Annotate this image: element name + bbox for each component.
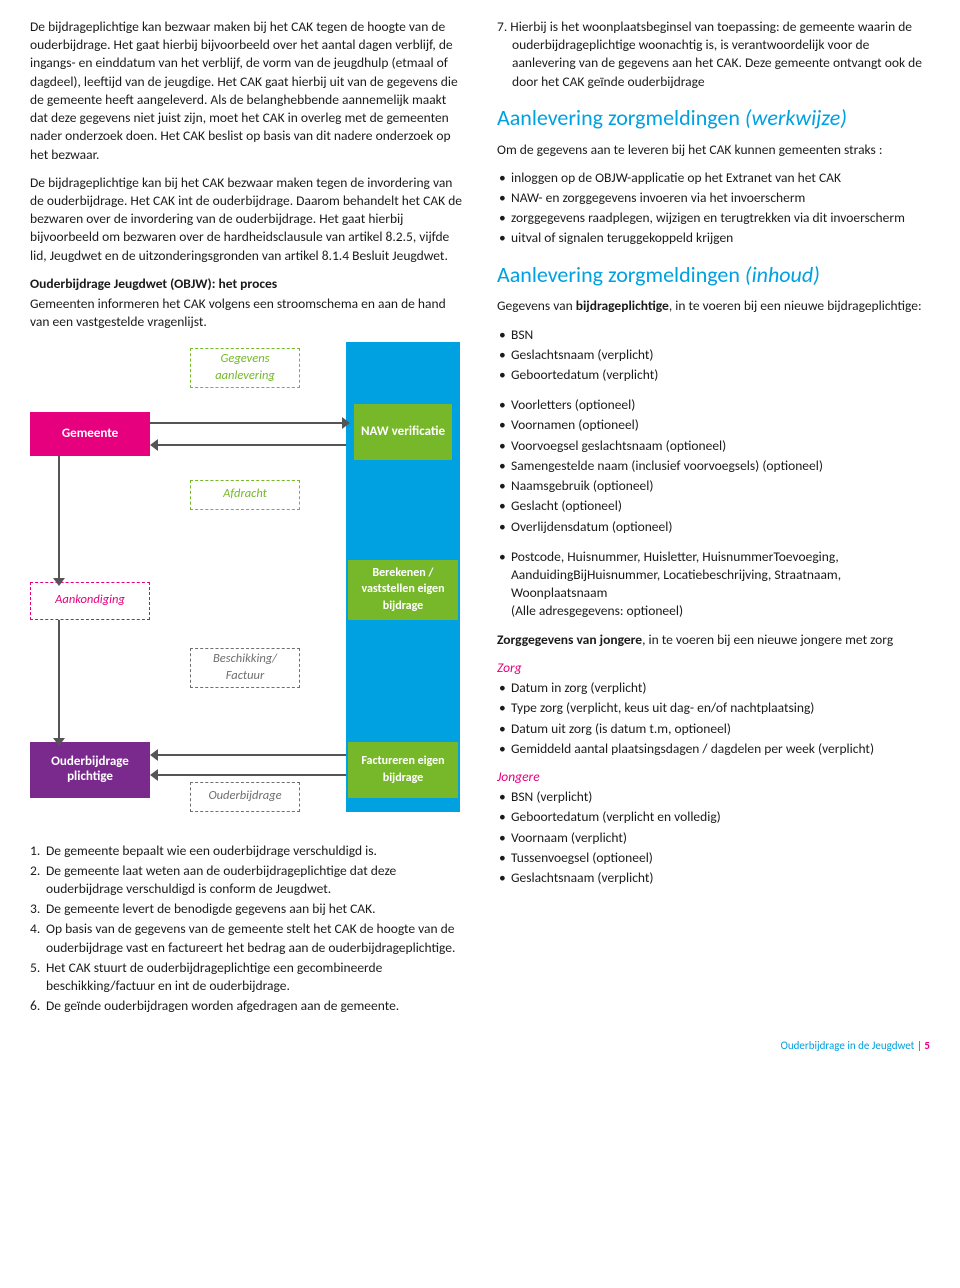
werk-4: uitval of signalen teruggekoppeld krijge… (497, 229, 930, 247)
step-6: De geïnde ouderbijdragen worden afgedrag… (30, 997, 463, 1015)
process-steps: De gemeente bepaalt wie een ouderbijdrag… (30, 842, 463, 1016)
flow-beschikking-factuur: Beschikking/ Factuur (190, 648, 300, 688)
flow-gemeente: Gemeente (30, 412, 150, 456)
para-bijdrageplichtige-intro: Gegevens van bijdrageplichtige, in te vo… (497, 297, 930, 315)
flow-ouderbijdrage: Ouderbijdrage (190, 782, 300, 812)
step-7: 7. Hierbij is het woonplaatsbeginsel van… (497, 18, 930, 91)
step-3: De gemeente levert de benodigde gegevens… (30, 900, 463, 918)
list-bijdrageplichtige-3: Postcode, Huisnummer, Huisletter, Huisnu… (497, 548, 930, 621)
heading-proces: Ouderbijdrage Jeugdwet (OBJW): het proce… (30, 275, 463, 293)
right-column: 7. Hierbij is het woonplaatsbeginsel van… (497, 18, 930, 1017)
bp2-6: Geslacht (optioneel) (497, 497, 930, 515)
zorg-4: Gemiddeld aantal plaatsingsdagen / dagde… (497, 740, 930, 758)
list-jongere: BSN (verplicht) Geboortedatum (verplicht… (497, 788, 930, 887)
flow-afdracht: Afdracht (190, 480, 300, 510)
jong-3: Voornaam (verplicht) (497, 829, 930, 847)
bp2-7: Overlijdensdatum (optioneel) (497, 518, 930, 536)
jong-4: Tussenvoegsel (optioneel) (497, 849, 930, 867)
list-bijdrageplichtige-1: BSN Geslachtsnaam (verplicht) Geboorteda… (497, 326, 930, 385)
jong-1: BSN (verplicht) (497, 788, 930, 806)
bp2-2: Voornamen (optioneel) (497, 416, 930, 434)
bp2-5: Naamsgebruik (optioneel) (497, 477, 930, 495)
para-bezwaar-invordering: De bijdrageplichtige kan bij het CAK bez… (30, 174, 463, 265)
zorg-2: Type zorg (verplicht, keus uit dag- en/o… (497, 699, 930, 717)
bp2-4: Samengestelde naam (inclusief voorvoegse… (497, 457, 930, 475)
subhead-jongere: Jongere (497, 768, 930, 786)
zorg-1: Datum in zorg (verplicht) (497, 679, 930, 697)
zorg-3: Datum uit zorg (is datum t.m, optioneel) (497, 720, 930, 738)
list-zorg: Datum in zorg (verplicht) Type zorg (ver… (497, 679, 930, 758)
flow-factureren: Factureren eigen bijdrage (348, 742, 458, 798)
werk-2: NAW- en zorggegevens invoeren via het in… (497, 189, 930, 207)
list-werkwijze: inloggen op de OBJW-applicatie op het Ex… (497, 169, 930, 248)
para-bezwaar-hoogte: De bijdrageplichtige kan bezwaar maken b… (30, 18, 463, 164)
werk-3: zorggegevens raadplegen, wijzigen en ter… (497, 209, 930, 227)
para-proces-intro: Gemeenten informeren het CAK volgens een… (30, 295, 463, 331)
page-footer: Ouderbijdrage in de Jeugdwet | 5 (30, 1039, 930, 1054)
bp1-3: Geboortedatum (verplicht) (497, 366, 930, 384)
step-1: De gemeente bepaalt wie een ouderbijdrag… (30, 842, 463, 860)
jong-2: Geboortedatum (verplicht en volledig) (497, 808, 930, 826)
para-werkwijze-intro: Om de gegevens aan te leveren bij het CA… (497, 141, 930, 159)
para-zorggegevens-intro: Zorggegevens van jongere, in te voeren b… (497, 631, 930, 649)
flow-ouderbijdrage-plichtige: Ouderbijdrage plichtige (30, 742, 150, 798)
step-5: Het CAK stuurt de ouderbijdrageplichtige… (30, 959, 463, 995)
werk-1: inloggen op de OBJW-applicatie op het Ex… (497, 169, 930, 187)
flowchart: NAW verificatie Berekenen / vaststellen … (30, 342, 460, 832)
bp1-1: BSN (497, 326, 930, 344)
step-2: De gemeente laat weten aan de ouderbijdr… (30, 862, 463, 898)
flow-aankondiging: Aankondiging (30, 582, 150, 620)
flow-bereken: Berekenen / vaststellen eigen bijdrage (348, 560, 458, 620)
step-4: Op basis van de gegevens van de gemeente… (30, 920, 463, 956)
bp2-1: Voorletters (optioneel) (497, 396, 930, 414)
heading-inhoud: Aanlevering zorgmeldingen (inhoud) (497, 260, 930, 290)
flow-gegevens-aanlevering: Gegevens aanlevering (190, 348, 300, 388)
subhead-zorg: Zorg (497, 659, 930, 677)
left-column: De bijdrageplichtige kan bezwaar maken b… (30, 18, 463, 1017)
jong-5: Geslachtsnaam (verplicht) (497, 869, 930, 887)
list-bijdrageplichtige-2: Voorletters (optioneel) Voornamen (optio… (497, 396, 930, 536)
bp2-3: Voorvoegsel geslachtsnaam (optioneel) (497, 437, 930, 455)
bp1-2: Geslachtsnaam (verplicht) (497, 346, 930, 364)
bp3-1: Postcode, Huisnummer, Huisletter, Huisnu… (497, 548, 930, 621)
flow-naw: NAW verificatie (354, 404, 452, 460)
heading-werkwijze: Aanlevering zorgmeldingen (werkwijze) (497, 103, 930, 133)
